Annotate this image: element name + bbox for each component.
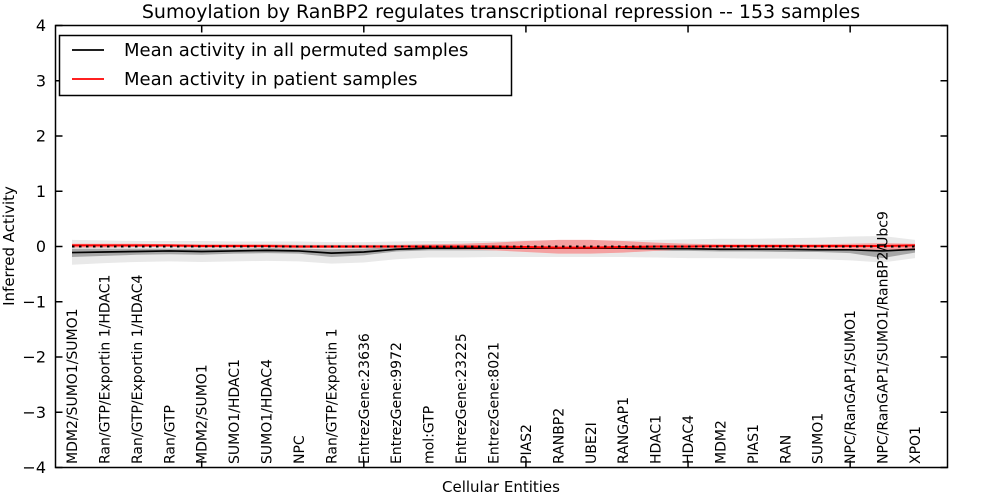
legend-label-patient: Mean activity in patient samples	[124, 69, 418, 90]
x-tick-label: HDAC1	[649, 415, 665, 464]
x-tick-label: SUMO1	[811, 413, 827, 464]
x-tick-label: PIAS1	[746, 424, 762, 464]
x-tick-label: SUMO1/HDAC4	[260, 359, 276, 464]
legend: Mean activity in all permuted samples Me…	[58, 34, 513, 97]
legend-label-permuted: Mean activity in all permuted samples	[124, 40, 468, 61]
y-tick-label: 4	[36, 16, 46, 35]
y-tick-label: −4	[22, 458, 46, 477]
y-tick-label: −1	[22, 292, 46, 311]
permuted-samples-outer-band	[72, 236, 915, 265]
series-lines	[71, 244, 916, 254]
y-tick-label: 2	[36, 127, 46, 146]
x-tick-label: PIAS2	[519, 424, 535, 464]
x-tick-label: UBE2I	[584, 422, 600, 464]
x-tick-label: EntrezGene:23636	[357, 333, 373, 464]
x-tick-label: MDM2	[713, 420, 729, 464]
x-tick-label: Ran/GTP/Exportin 1/HDAC4	[130, 275, 146, 464]
y-tick-label: 1	[36, 182, 46, 201]
x-tick-label: SUMO1/HDAC1	[227, 359, 243, 464]
y-tick-label: 0	[36, 237, 46, 256]
x-tick-label: Ran/GTP/Exportin 1	[324, 328, 340, 464]
series-line-permuted	[71, 247, 916, 254]
x-tick-label: Ran/GTP	[162, 405, 178, 464]
axis-ticks: −4 −3 −2 −1 0 1 2 3 4	[22, 16, 948, 477]
x-tick-label: HDAC4	[681, 415, 697, 464]
x-tick-label: mol:GTP	[422, 406, 438, 464]
x-tick-label: EntrezGene:23225	[454, 333, 470, 464]
y-tick-label: −3	[22, 403, 46, 422]
x-tick-label: MDM2/SUMO1	[195, 364, 211, 464]
y-tick-label: 3	[36, 71, 46, 90]
x-tick-label: MDM2/SUMO1/SUMO1	[65, 308, 81, 464]
y-tick-label: −2	[22, 348, 46, 367]
x-tick-label: RANBP2	[551, 408, 567, 464]
x-tick-labels: MDM2/SUMO1/SUMO1 Ran/GTP/Exportin 1/HDAC1…	[65, 211, 924, 464]
legend-box	[58, 34, 513, 97]
x-tick-label: NPC/RanGAP1/SUMO1	[843, 310, 859, 464]
x-axis-label: Cellular Entities	[442, 478, 560, 496]
x-tick-label: NPC	[292, 435, 308, 464]
x-tick-label: EntrezGene:8021	[487, 342, 503, 464]
x-tick-label: RAN	[778, 435, 794, 464]
chart-title: Sumoylation by RanBP2 regulates transcri…	[142, 1, 860, 23]
x-tick-label: Ran/GTP/Exportin 1/HDAC1	[97, 275, 113, 464]
x-tick-label: RANGAP1	[616, 397, 632, 464]
y-axis-label: Inferred Activity	[0, 186, 18, 306]
x-tick-label: XPO1	[908, 426, 924, 464]
x-tick-label: EntrezGene:9972	[389, 342, 405, 464]
x-tick-label: NPC/RanGAP1/SUMO1/RanBP2/Ubc9	[876, 211, 892, 464]
plot-border	[54, 24, 949, 469]
uncertainty-bands	[72, 236, 915, 265]
